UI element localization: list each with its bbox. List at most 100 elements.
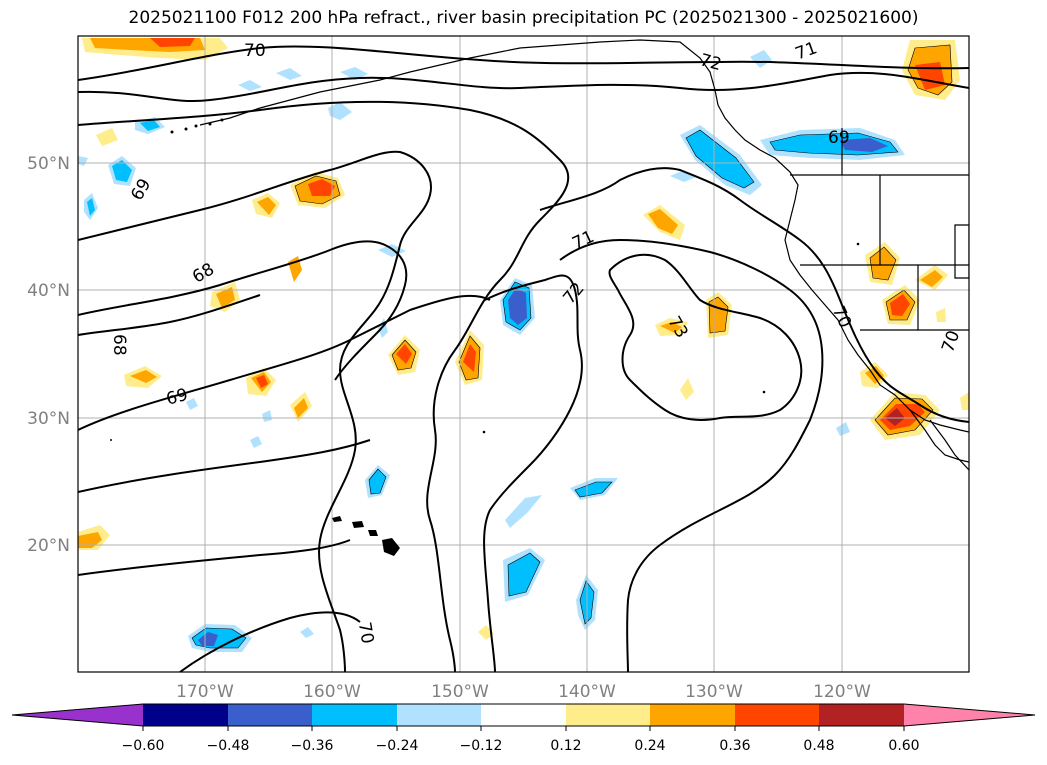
- contour-line: [78, 45, 969, 81]
- island-dot: [194, 124, 198, 128]
- shading-outline: [507, 552, 541, 597]
- contour-line: [608, 253, 803, 421]
- contour-line: [559, 238, 824, 672]
- precip-shading: [78, 38, 969, 652]
- shading-outline: [685, 129, 755, 189]
- contour-line: [78, 150, 432, 672]
- contour-line: [78, 71, 969, 103]
- precip-blob: [294, 398, 308, 418]
- precip-blob: [836, 422, 850, 436]
- lat-tick-labels: 50°N 40°N 30°N 20°N: [27, 154, 70, 556]
- contour-label: 70: [244, 41, 266, 61]
- island-dot: [170, 130, 174, 134]
- shading-outline: [574, 481, 613, 498]
- contour-line: [78, 439, 371, 493]
- island-dot: [208, 122, 212, 126]
- colorbar-label: 0.48: [803, 738, 834, 754]
- island-dot: [482, 430, 486, 434]
- shading-outline: [907, 44, 953, 96]
- shading-outline: [458, 335, 481, 381]
- shading-outline: [869, 246, 897, 281]
- lat-label: 20°N: [27, 536, 70, 556]
- lon-label: 130°W: [685, 682, 743, 702]
- shading-outline: [391, 339, 417, 371]
- lon-label: 140°W: [558, 682, 616, 702]
- precip-blob: [648, 209, 678, 234]
- lat-label: 40°N: [27, 281, 70, 301]
- graticule: [78, 36, 969, 672]
- lat-label: 30°N: [27, 409, 70, 429]
- colorbar-label: 0.36: [719, 738, 750, 754]
- precip-blob: [216, 287, 235, 308]
- border-line: [954, 224, 969, 279]
- precip-blob: [885, 408, 905, 426]
- hawaii-island: [368, 530, 378, 536]
- lat-label: 50°N: [27, 154, 70, 174]
- contour-line: [539, 167, 969, 423]
- precip-blob: [250, 436, 262, 448]
- lon-label: 170°W: [176, 682, 234, 702]
- shading-outline: [769, 132, 899, 156]
- precip-blob: [920, 270, 943, 287]
- colorbar-segment: [397, 704, 481, 726]
- colorbar-label: −0.48: [207, 738, 250, 754]
- precip-blob: [340, 67, 368, 80]
- contour-line: [483, 274, 583, 672]
- colorbar-label: 0.12: [550, 738, 581, 754]
- contour-label: 70: [354, 621, 377, 646]
- precip-blob: [78, 532, 102, 548]
- island-dot: [110, 439, 112, 441]
- contour-line: [78, 294, 261, 336]
- precip-blob: [300, 627, 314, 638]
- shading-outline: [294, 175, 341, 205]
- precip-blob: [150, 38, 195, 47]
- lon-label: 150°W: [431, 682, 489, 702]
- precip-blob: [660, 322, 682, 333]
- lon-label: 120°W: [813, 682, 871, 702]
- precip-blob: [936, 308, 946, 322]
- precip-blob: [96, 128, 118, 146]
- contour-line: [179, 611, 361, 672]
- coastline-gulf: [929, 419, 969, 471]
- precip-blob: [198, 632, 218, 646]
- contour-line: [78, 294, 491, 431]
- colorbar-segment: [481, 704, 566, 726]
- islands: [110, 118, 860, 556]
- precip-blob: [960, 392, 969, 410]
- shading-outline: [368, 468, 387, 495]
- lon-label: 160°W: [303, 682, 361, 702]
- colorbar-segment: [566, 704, 650, 726]
- colorbar-segment: [819, 704, 904, 726]
- precip-blob: [130, 370, 157, 383]
- precip-blob: [890, 294, 910, 316]
- coastline-baja: [909, 409, 969, 463]
- colorbar-extend-min: [12, 704, 143, 726]
- map-title: 2025021100 F012 200 hPa refract., river …: [128, 8, 919, 28]
- contour-line: [78, 100, 570, 672]
- precip-blob: [686, 130, 754, 188]
- colorbar-segment: [228, 704, 312, 726]
- precip-blob: [575, 482, 612, 497]
- precip-blob: [186, 398, 198, 410]
- contour-line: [78, 240, 408, 381]
- lon-tick-labels: 170°W 160°W 150°W 140°W 130°W 120°W: [176, 682, 871, 702]
- colorbar-label: −0.60: [122, 738, 165, 754]
- colorbar-segment: [650, 704, 735, 726]
- precip-blob: [750, 50, 772, 68]
- precip-blob: [870, 247, 896, 280]
- colorbar-label: 0.60: [888, 738, 919, 754]
- precip-blob: [140, 120, 160, 131]
- hawaii-island: [332, 516, 342, 522]
- map-frame: [77, 35, 970, 673]
- precip-blob: [87, 198, 95, 216]
- colorbar-segment: [735, 704, 819, 726]
- precip-blob: [396, 344, 412, 364]
- shading-outline: [191, 627, 247, 649]
- colorbar-label: −0.36: [291, 738, 334, 754]
- shading-outline: [874, 397, 934, 436]
- hawaii-island: [382, 538, 400, 556]
- contour-line: [78, 539, 351, 576]
- precip-blob: [262, 410, 272, 422]
- precip-blob: [308, 179, 335, 196]
